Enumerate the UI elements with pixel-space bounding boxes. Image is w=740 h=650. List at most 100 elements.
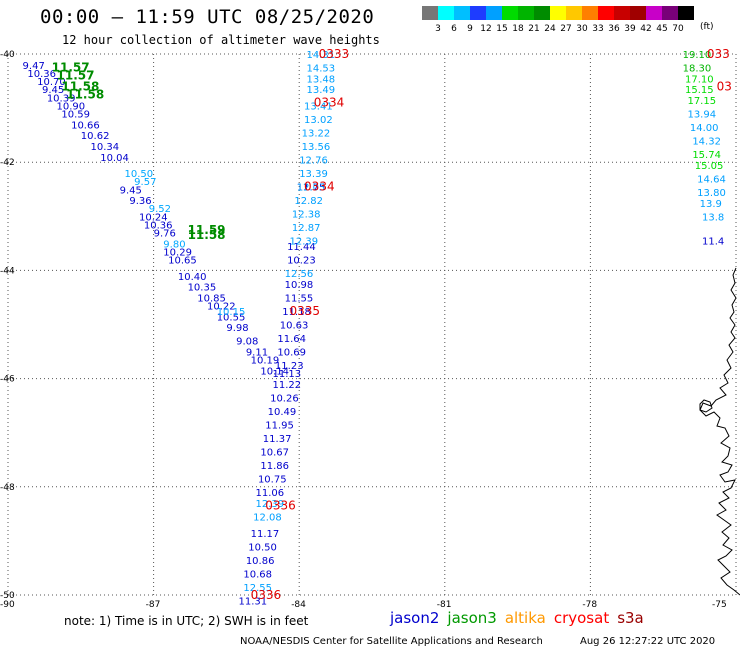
footer-credit: NOAA/NESDIS Center for Satellite Applica…: [240, 636, 543, 647]
jason3-swh-value: 14.31: [306, 50, 335, 61]
y-tick-label: -42: [0, 158, 15, 168]
jason2-swh-value: 10.90: [57, 101, 86, 112]
jason3-swh-value: 12.38: [292, 210, 321, 221]
pass-time-label: 0333: [319, 47, 350, 61]
y-tick-label: -48: [0, 483, 15, 493]
cryosat-swh-value: 9.57: [134, 177, 156, 188]
jason2-swh-value: 10.14: [260, 366, 289, 377]
x-tick-label: -81: [437, 600, 452, 610]
chart-subtitle: 12 hour collection of altimeter wave hei…: [62, 33, 380, 47]
jason3-swh-value: 13.80: [697, 188, 726, 199]
jason3-swh-value: 14.53: [306, 64, 335, 75]
jason2-swh-value: 9.45: [42, 85, 64, 96]
cryosat-swh-value: 9.52: [149, 204, 171, 215]
jason2-swh-value: 10.49: [268, 407, 297, 418]
color-scale-label: 33: [592, 24, 604, 34]
jason3-swh-value: 12.39: [256, 499, 285, 510]
color-swatch: [662, 6, 678, 20]
jason2-swh-value: 9.47: [23, 61, 45, 72]
jason2-swh-value: 9.76: [154, 229, 176, 240]
legend-item-altika: altika: [504, 609, 546, 627]
color-swatch: [470, 6, 486, 20]
color-swatch: [518, 6, 534, 20]
jason2-swh-value: 10.69: [277, 348, 306, 359]
jason3-swh-value: 13.22: [302, 128, 331, 139]
x-tick-label: -87: [146, 600, 161, 610]
wave-height-points: 9.4710.3610.709.4510.3910.9010.5910.6610…: [23, 50, 726, 607]
x-tick-label: -75: [712, 600, 727, 610]
jason2-swh-value: 10.35: [188, 283, 217, 294]
jason3-swh-value: 12.87: [292, 223, 321, 234]
color-swatch: [550, 6, 566, 20]
color-swatch: [678, 6, 694, 20]
coastline-path: [699, 267, 740, 596]
color-swatch: [486, 6, 502, 20]
jason3-swh-value: 18.30: [683, 64, 712, 75]
legend-item-jason2: jason2: [390, 609, 440, 627]
jason2-swh-value: 10.67: [260, 448, 289, 459]
color-scale-label: 42: [640, 24, 652, 34]
jason2-swh-value: 10.55: [217, 312, 246, 323]
color-scale-label: 12: [480, 24, 492, 34]
coastline: [699, 267, 740, 596]
color-scale-label: 30: [576, 24, 588, 34]
jason3-swh-value: 12.08: [253, 513, 282, 524]
jason2-swh-value: 10.40: [178, 272, 207, 283]
color-swatch: [422, 6, 438, 20]
color-scale-label: 36: [608, 24, 620, 34]
satellite-legend: jason2 jason3 altika cryosat s3a: [390, 609, 652, 627]
jason3-swh-value: 11.58: [66, 88, 104, 102]
jason2-swh-value: 10.86: [246, 556, 275, 567]
jason2-swh-value: 10.22: [207, 302, 236, 313]
jason2-swh-value: 11.37: [263, 434, 292, 445]
jason2-swh-value: 11.4: [702, 237, 724, 248]
color-swatch: [646, 6, 662, 20]
jason2-swh-value: 10.23: [287, 256, 316, 267]
color-scale-label: 21: [528, 24, 540, 34]
y-tick-label: -44: [0, 266, 15, 276]
pass-time-label: 0336: [265, 499, 296, 513]
color-scale-label: 3: [435, 24, 441, 34]
jason2-swh-value: 10.59: [61, 110, 90, 121]
jason3-swh-value: 11.59: [188, 223, 226, 237]
jason3-swh-value: 13.41: [304, 101, 333, 112]
jason2-swh-value: 10.65: [168, 256, 197, 267]
jason2-swh-value: 10.36: [144, 220, 173, 231]
color-swatch: [582, 6, 598, 20]
jason2-swh-value: 10.29: [163, 247, 192, 258]
jason2-swh-value: 11.23: [275, 361, 304, 372]
jason3-swh-value: 12.56: [285, 269, 314, 280]
color-scale-label: 15: [496, 24, 508, 34]
jason2-swh-value: 10.62: [81, 131, 110, 142]
jason3-swh-value: 17.15: [687, 96, 716, 107]
cryosat-swh-value: 10.50: [124, 169, 153, 180]
jason2-swh-value: 10.85: [197, 293, 226, 304]
jason2-swh-value: 11.64: [277, 334, 306, 345]
jason3-swh-value: 19.10: [683, 50, 712, 61]
color-swatch: [502, 6, 518, 20]
color-swatch: [566, 6, 582, 20]
grid-lines: [7, 53, 737, 596]
jason2-swh-value: 10.50: [248, 542, 277, 553]
color-swatch: [454, 6, 470, 20]
jason3-swh-value: 12.03: [297, 183, 326, 194]
jason2-swh-value: 10.19: [251, 356, 280, 367]
pass-time-label: 03: [717, 79, 732, 93]
pass-time-label: 0334: [314, 96, 345, 110]
color-swatch: [438, 6, 454, 20]
jason3-swh-value: 14.32: [692, 137, 721, 148]
jason3-swh-value: 12.82: [294, 196, 323, 207]
jason2-swh-value: 10.75: [258, 475, 287, 486]
jason2-swh-value: 10.66: [71, 120, 100, 131]
coastline-island: [699, 399, 713, 413]
jason3-swh-value: 13.48: [306, 74, 335, 85]
chart-note: note: 1) Time is in UTC; 2) SWH is in fe…: [64, 614, 309, 628]
jason3-swh-value: 15.74: [692, 150, 721, 161]
jason2-swh-value: 11.75: [297, 183, 326, 194]
legend-item-jason3: jason3: [447, 609, 497, 627]
cryosat-swh-value: 10.15: [217, 307, 246, 318]
color-swatch: [598, 6, 614, 20]
color-scale-label: 24: [544, 24, 556, 34]
